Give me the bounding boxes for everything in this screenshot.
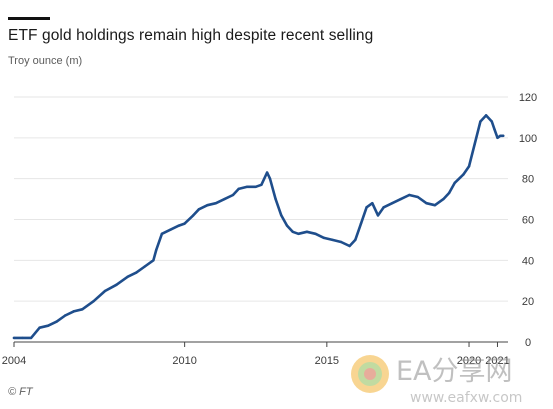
source-credit: © FT (8, 386, 33, 398)
y-tick-label-20: 20 (522, 296, 534, 308)
data-point (135, 271, 138, 274)
data-point (92, 299, 95, 303)
data-point (154, 248, 158, 252)
data-point (280, 214, 283, 217)
chart-subtitle: Troy ounce (m) (8, 55, 83, 67)
data-point (314, 232, 317, 235)
data-point (499, 134, 502, 137)
data-point (339, 240, 343, 244)
data-point (376, 214, 380, 217)
data-point (21, 336, 24, 340)
data-point (38, 326, 41, 329)
data-point (354, 238, 357, 242)
data-point (391, 201, 394, 205)
watermark-brand: EA分享网 (396, 356, 513, 387)
x-tick-label-2020: 2020 (457, 355, 481, 367)
gridlines (14, 96, 508, 302)
data-point (191, 214, 195, 217)
data-point (177, 224, 181, 227)
data-point (206, 204, 209, 207)
data-point (433, 204, 437, 207)
y-tick-label-0: 0 (525, 337, 531, 349)
data-point (322, 236, 326, 240)
data-point (197, 208, 201, 211)
data-point (496, 136, 499, 140)
x-tick-label-2010: 2010 (172, 355, 196, 367)
data-point (63, 314, 67, 317)
data-point (371, 201, 374, 205)
data-point (399, 197, 402, 201)
y-tick-label-100: 100 (519, 133, 537, 145)
watermark-url: www.eafxw.com (410, 390, 522, 406)
data-point (442, 197, 445, 201)
data-point (55, 320, 58, 323)
data-point (237, 187, 240, 191)
data-point (260, 183, 263, 186)
data-point (359, 222, 363, 225)
series-group (12, 114, 505, 340)
data-point (291, 230, 294, 233)
data-point (501, 134, 505, 137)
data-point (160, 232, 164, 235)
data-point (462, 173, 465, 176)
data-point (223, 197, 226, 201)
data-point (46, 324, 50, 327)
data-point (408, 193, 411, 197)
data-point (254, 185, 257, 189)
data-point (365, 206, 368, 209)
data-point (382, 206, 385, 209)
data-point (473, 142, 476, 146)
series-line-0 (12, 114, 505, 340)
data-point (348, 244, 351, 248)
data-point (425, 201, 428, 205)
watermark-emblem-icon (351, 355, 389, 393)
y-tick-label-80: 80 (522, 174, 534, 186)
data-point (126, 275, 129, 278)
data-point (265, 171, 269, 174)
data-point (285, 224, 289, 227)
data-point (246, 185, 249, 189)
data-point (103, 289, 107, 293)
data-point (297, 232, 300, 235)
data-point (467, 165, 471, 168)
data-point (183, 222, 186, 225)
y-tick-label-40: 40 (522, 255, 534, 267)
data-point (115, 283, 118, 287)
x-axis: 2004 2010 2015 2020 2021 (2, 341, 510, 367)
x-tick-label-2004: 2004 (2, 355, 26, 367)
data-point (305, 230, 309, 233)
data-point (416, 195, 420, 199)
watermark-logo: EA分享网 www.eafxw.com (351, 355, 522, 406)
x-tick-label-2015: 2015 (315, 355, 339, 367)
data-point (479, 120, 482, 123)
data-point (490, 120, 493, 123)
data-point (268, 177, 272, 180)
data-point (29, 336, 33, 340)
data-point (453, 181, 457, 184)
data-point (169, 228, 172, 231)
data-point (152, 259, 155, 262)
x-tick-label-2021: 2021 (485, 355, 509, 367)
data-point (447, 191, 451, 195)
chart-title: ETF gold holdings remain high despite re… (8, 27, 374, 44)
data-point (143, 265, 147, 268)
data-point (12, 336, 16, 340)
data-point (493, 128, 496, 131)
data-point (81, 308, 84, 311)
data-point (331, 238, 334, 242)
y-tick-label-120: 120 (519, 92, 537, 104)
data-point (231, 193, 235, 197)
data-point (274, 197, 277, 201)
data-point (484, 114, 488, 117)
y-tick-label-60: 60 (522, 215, 534, 227)
title-accent-bar (8, 17, 50, 20)
y-axis-ticks: 0 20 40 60 80 100 120 (519, 92, 537, 349)
data-point (72, 310, 75, 313)
data-point (214, 201, 218, 205)
